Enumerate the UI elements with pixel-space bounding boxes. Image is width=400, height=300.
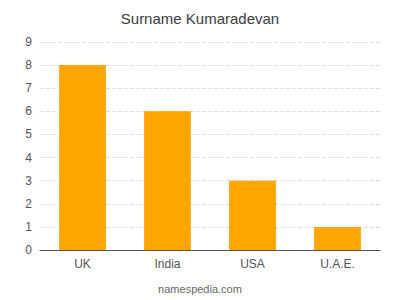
svg-text:6: 6: [25, 104, 32, 118]
svg-text:3: 3: [25, 174, 32, 188]
svg-text:India: India: [154, 257, 180, 271]
svg-text:5: 5: [25, 127, 32, 141]
svg-text:1: 1: [25, 220, 32, 234]
svg-text:4: 4: [25, 151, 32, 165]
svg-text:UK: UK: [74, 257, 91, 271]
svg-text:namespedia.com: namespedia.com: [158, 283, 242, 295]
svg-text:U.A.E.: U.A.E.: [320, 257, 355, 271]
svg-text:9: 9: [25, 35, 32, 49]
svg-text:8: 8: [25, 58, 32, 72]
svg-text:2: 2: [25, 197, 32, 211]
svg-text:Surname Kumaradevan: Surname Kumaradevan: [121, 10, 279, 27]
svg-text:USA: USA: [240, 257, 265, 271]
svg-text:7: 7: [25, 81, 32, 95]
svg-text:0: 0: [25, 243, 32, 257]
